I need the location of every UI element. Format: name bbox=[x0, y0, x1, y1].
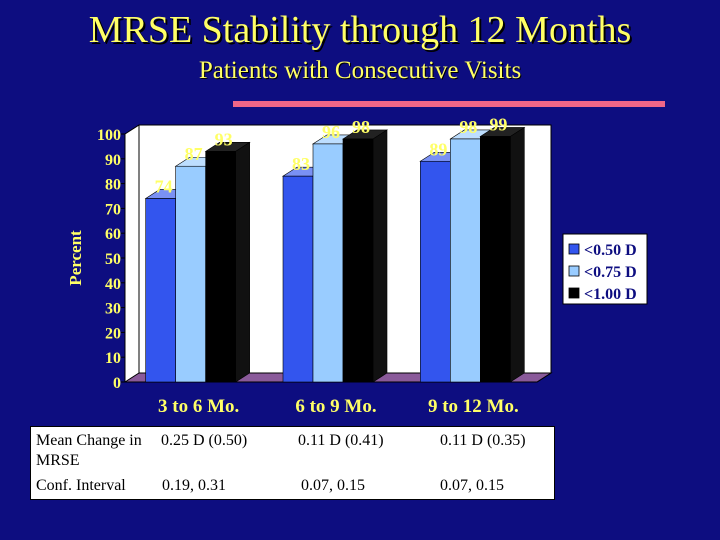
bar bbox=[175, 165, 206, 383]
bar-side bbox=[372, 129, 388, 383]
bar bbox=[145, 198, 176, 383]
legend-label: <0.75 D bbox=[584, 264, 637, 281]
legend-label: <1.00 D bbox=[584, 286, 637, 303]
y-tick-label: 50 bbox=[105, 251, 121, 268]
bar bbox=[205, 151, 236, 383]
bar bbox=[342, 138, 374, 383]
summary-row1-value: 0.11 D (0.41) bbox=[298, 432, 384, 449]
y-tick-label: 30 bbox=[105, 301, 121, 318]
y-tick-label: 0 bbox=[113, 375, 121, 392]
bar bbox=[282, 175, 314, 383]
bar bbox=[312, 143, 344, 383]
y-tick-label: 40 bbox=[105, 276, 121, 293]
legend-swatch bbox=[568, 287, 580, 299]
y-tick-label: 100 bbox=[97, 127, 121, 144]
bar-value-label: 93 bbox=[215, 129, 233, 149]
summary-row1-value: 0.25 D (0.50) bbox=[161, 432, 248, 449]
y-axis-title: Percent bbox=[66, 230, 85, 286]
y-tick-label: 20 bbox=[105, 325, 121, 342]
bar-value-label: 89 bbox=[429, 139, 447, 159]
bar-chart: 0 10 20 30 40 50 60 70 80 90 100 Percent 74 87 93 3 to … bbox=[66, 114, 648, 417]
x-tick-label: 9 to 12 Mo. bbox=[428, 396, 519, 417]
legend-swatch bbox=[568, 265, 580, 277]
bar-value-label: 74 bbox=[155, 176, 173, 196]
accent-rule bbox=[233, 101, 665, 107]
y-tick-label: 80 bbox=[105, 177, 121, 194]
bar-value-label: 87 bbox=[185, 144, 203, 164]
slide-subtitle: Patients with Consecutive Visits bbox=[198, 57, 522, 84]
bar-side bbox=[235, 141, 250, 383]
bar bbox=[480, 136, 511, 383]
bar bbox=[450, 138, 481, 383]
bar-value-label: 98 bbox=[352, 117, 370, 137]
y-tick-label: 70 bbox=[105, 201, 121, 218]
summary-row1-label: Mean Change in MRSE bbox=[36, 432, 142, 469]
y-tick-label: 90 bbox=[105, 152, 121, 169]
y-tick-label: 10 bbox=[105, 350, 121, 367]
bar bbox=[420, 160, 451, 383]
bar-value-label: 83 bbox=[292, 154, 310, 174]
legend-swatch bbox=[568, 243, 580, 255]
y-tick-label: 60 bbox=[105, 226, 121, 243]
x-tick-label: 6 to 9 Mo. bbox=[295, 396, 376, 417]
bar-value-label: 99 bbox=[489, 114, 507, 134]
summary-row2-label: Conf. Interval bbox=[36, 477, 126, 494]
summary-row2-value: 0.07, 0.15 bbox=[301, 477, 365, 494]
legend-label: <0.50 D bbox=[584, 242, 637, 259]
summary-row1-value: 0.11 D (0.35) bbox=[440, 432, 526, 449]
bar-value-label: 96 bbox=[322, 122, 340, 142]
slide-title: MRSE Stability through 12 Months bbox=[88, 9, 632, 51]
bar-side bbox=[510, 126, 525, 383]
bar-value-label: 98 bbox=[459, 117, 477, 137]
summary-table: Mean Change in MRSE 0.25 D (0.50) 0.11 D… bbox=[30, 426, 555, 500]
summary-row2-value: 0.19, 0.31 bbox=[162, 477, 226, 494]
x-tick-label: 3 to 6 Mo. bbox=[158, 396, 239, 417]
summary-row2-value: 0.07, 0.15 bbox=[440, 477, 504, 494]
